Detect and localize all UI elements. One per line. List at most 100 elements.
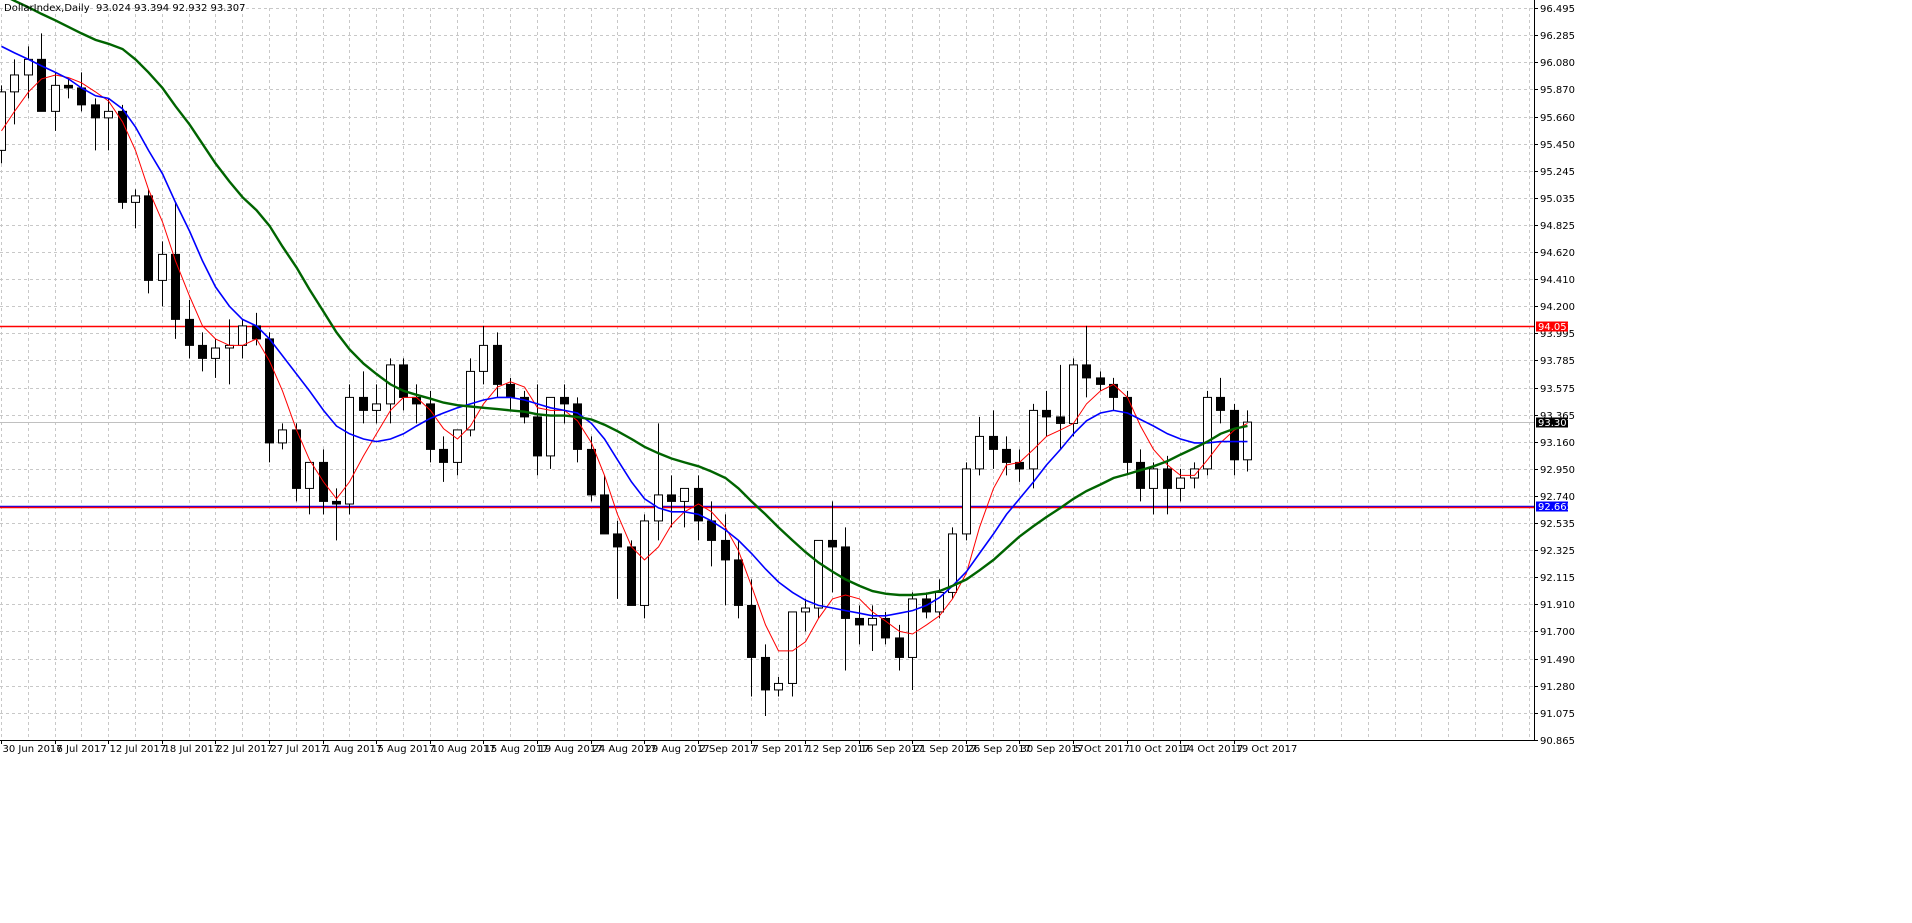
y-tick-label: 93.995 xyxy=(1540,329,1575,340)
candle-body-bear xyxy=(359,396,368,411)
candle xyxy=(118,104,127,209)
candle-body-bull xyxy=(1176,477,1185,489)
candle-body-bull xyxy=(640,520,649,606)
candle-body-bull xyxy=(104,110,113,119)
candle xyxy=(989,410,998,469)
candle-body-bear xyxy=(77,87,86,106)
candle xyxy=(935,579,944,619)
candle xyxy=(1109,377,1118,411)
candle xyxy=(211,338,220,378)
candle-body-bull xyxy=(546,396,555,457)
candle xyxy=(426,390,435,463)
candle-body-bear xyxy=(1230,409,1239,461)
y-tick-label: 91.280 xyxy=(1540,682,1575,693)
candle xyxy=(680,487,689,528)
y-tick-label: 95.660 xyxy=(1540,113,1575,124)
ma-fast-line xyxy=(1,74,1248,652)
candle-body-bull xyxy=(1149,468,1158,489)
candle xyxy=(198,332,207,372)
candle-body-bear xyxy=(587,448,596,496)
candle-body-bear xyxy=(855,617,864,626)
candle-body-bear xyxy=(747,604,756,658)
candle-body-bear xyxy=(171,253,180,320)
candle-body-bull xyxy=(24,58,33,76)
candle xyxy=(761,644,770,716)
candle xyxy=(1216,377,1225,424)
candle xyxy=(1203,390,1212,476)
candle-body-bear xyxy=(144,195,153,281)
candle xyxy=(10,59,19,125)
candle-body-bull xyxy=(278,429,287,444)
candle-body-bull xyxy=(51,84,60,112)
y-tick-label: 95.450 xyxy=(1540,140,1575,151)
y-tick-label: 90.865 xyxy=(1540,736,1575,747)
candle-body-bull xyxy=(908,598,917,658)
candle xyxy=(774,676,783,697)
y-tick-label: 92.950 xyxy=(1540,465,1575,476)
price-level-tag xyxy=(1536,501,1568,512)
candle xyxy=(77,72,86,112)
horizontal-lines[interactable] xyxy=(0,325,1534,509)
candle xyxy=(520,390,529,424)
candle-body-bear xyxy=(1216,396,1225,411)
candle-body-bull xyxy=(305,461,314,489)
candle-body-bull xyxy=(0,91,6,151)
candle xyxy=(91,98,100,151)
y-tick-label: 96.495 xyxy=(1540,4,1575,15)
candle xyxy=(359,371,368,424)
candle xyxy=(158,241,167,307)
candle-body-bull xyxy=(788,611,797,684)
current-price-tag-label: 93.307 xyxy=(1538,418,1573,429)
candle xyxy=(278,423,287,450)
candle xyxy=(372,384,381,424)
candle-body-bull xyxy=(1069,364,1078,424)
candle xyxy=(305,461,314,515)
x-tick-label: 1 Aug 2017 xyxy=(325,744,383,755)
candle-body-bull xyxy=(1029,409,1038,470)
ma-mid-line xyxy=(1,45,1248,617)
y-tick-label: 96.080 xyxy=(1540,58,1575,69)
candle xyxy=(855,605,864,645)
candle xyxy=(895,624,904,671)
candle xyxy=(1163,455,1172,515)
y-tick-label: 92.325 xyxy=(1540,546,1575,557)
candle-body-bear xyxy=(600,494,609,535)
x-tick-label: 19 Oct 2017 xyxy=(1236,744,1298,755)
x-tick-label: 7 Sep 2017 xyxy=(753,744,810,755)
candle xyxy=(479,325,488,385)
candle-body-bear xyxy=(198,344,207,359)
x-tick-label: 12 Jul 2017 xyxy=(110,744,167,755)
x-tick-label: 2 Sep 2017 xyxy=(700,744,757,755)
candle xyxy=(788,611,797,697)
y-tick-label: 95.245 xyxy=(1540,167,1575,178)
x-tick-label: 14 Oct 2017 xyxy=(1182,744,1244,755)
chart-header: DollarIndex,Daily 93.024 93.394 92.932 9… xyxy=(4,3,245,14)
x-tick-label: 30 Jun 2017 xyxy=(3,744,63,755)
candle xyxy=(238,319,247,359)
candle xyxy=(144,189,153,294)
candle-body-bear xyxy=(1163,468,1172,489)
candle xyxy=(37,33,46,112)
candle xyxy=(345,384,354,515)
candle-body-bull xyxy=(345,396,354,505)
y-tick-label: 92.115 xyxy=(1540,573,1575,584)
candle-body-bear xyxy=(573,403,582,450)
x-tick-label: 5 Aug 2017 xyxy=(378,744,436,755)
candle-body-bear xyxy=(64,84,73,89)
candle-body-bear xyxy=(91,104,100,119)
x-tick-label: 19 Aug 2017 xyxy=(539,744,603,755)
candle-body-bear xyxy=(721,539,730,561)
candle xyxy=(265,332,274,463)
current-price-tag xyxy=(1536,417,1568,428)
candle-body-bear xyxy=(493,344,502,385)
x-tick-label: 29 Aug 2017 xyxy=(646,744,710,755)
candle-body-bear xyxy=(426,403,435,450)
symbol-timeframe: DollarIndex,Daily xyxy=(4,3,90,14)
candle xyxy=(1042,390,1051,437)
candle xyxy=(1056,364,1065,450)
candle-body-bear xyxy=(439,448,448,463)
x-tick-label: 10 Aug 2017 xyxy=(432,744,496,755)
candle-body-bear xyxy=(841,546,850,619)
